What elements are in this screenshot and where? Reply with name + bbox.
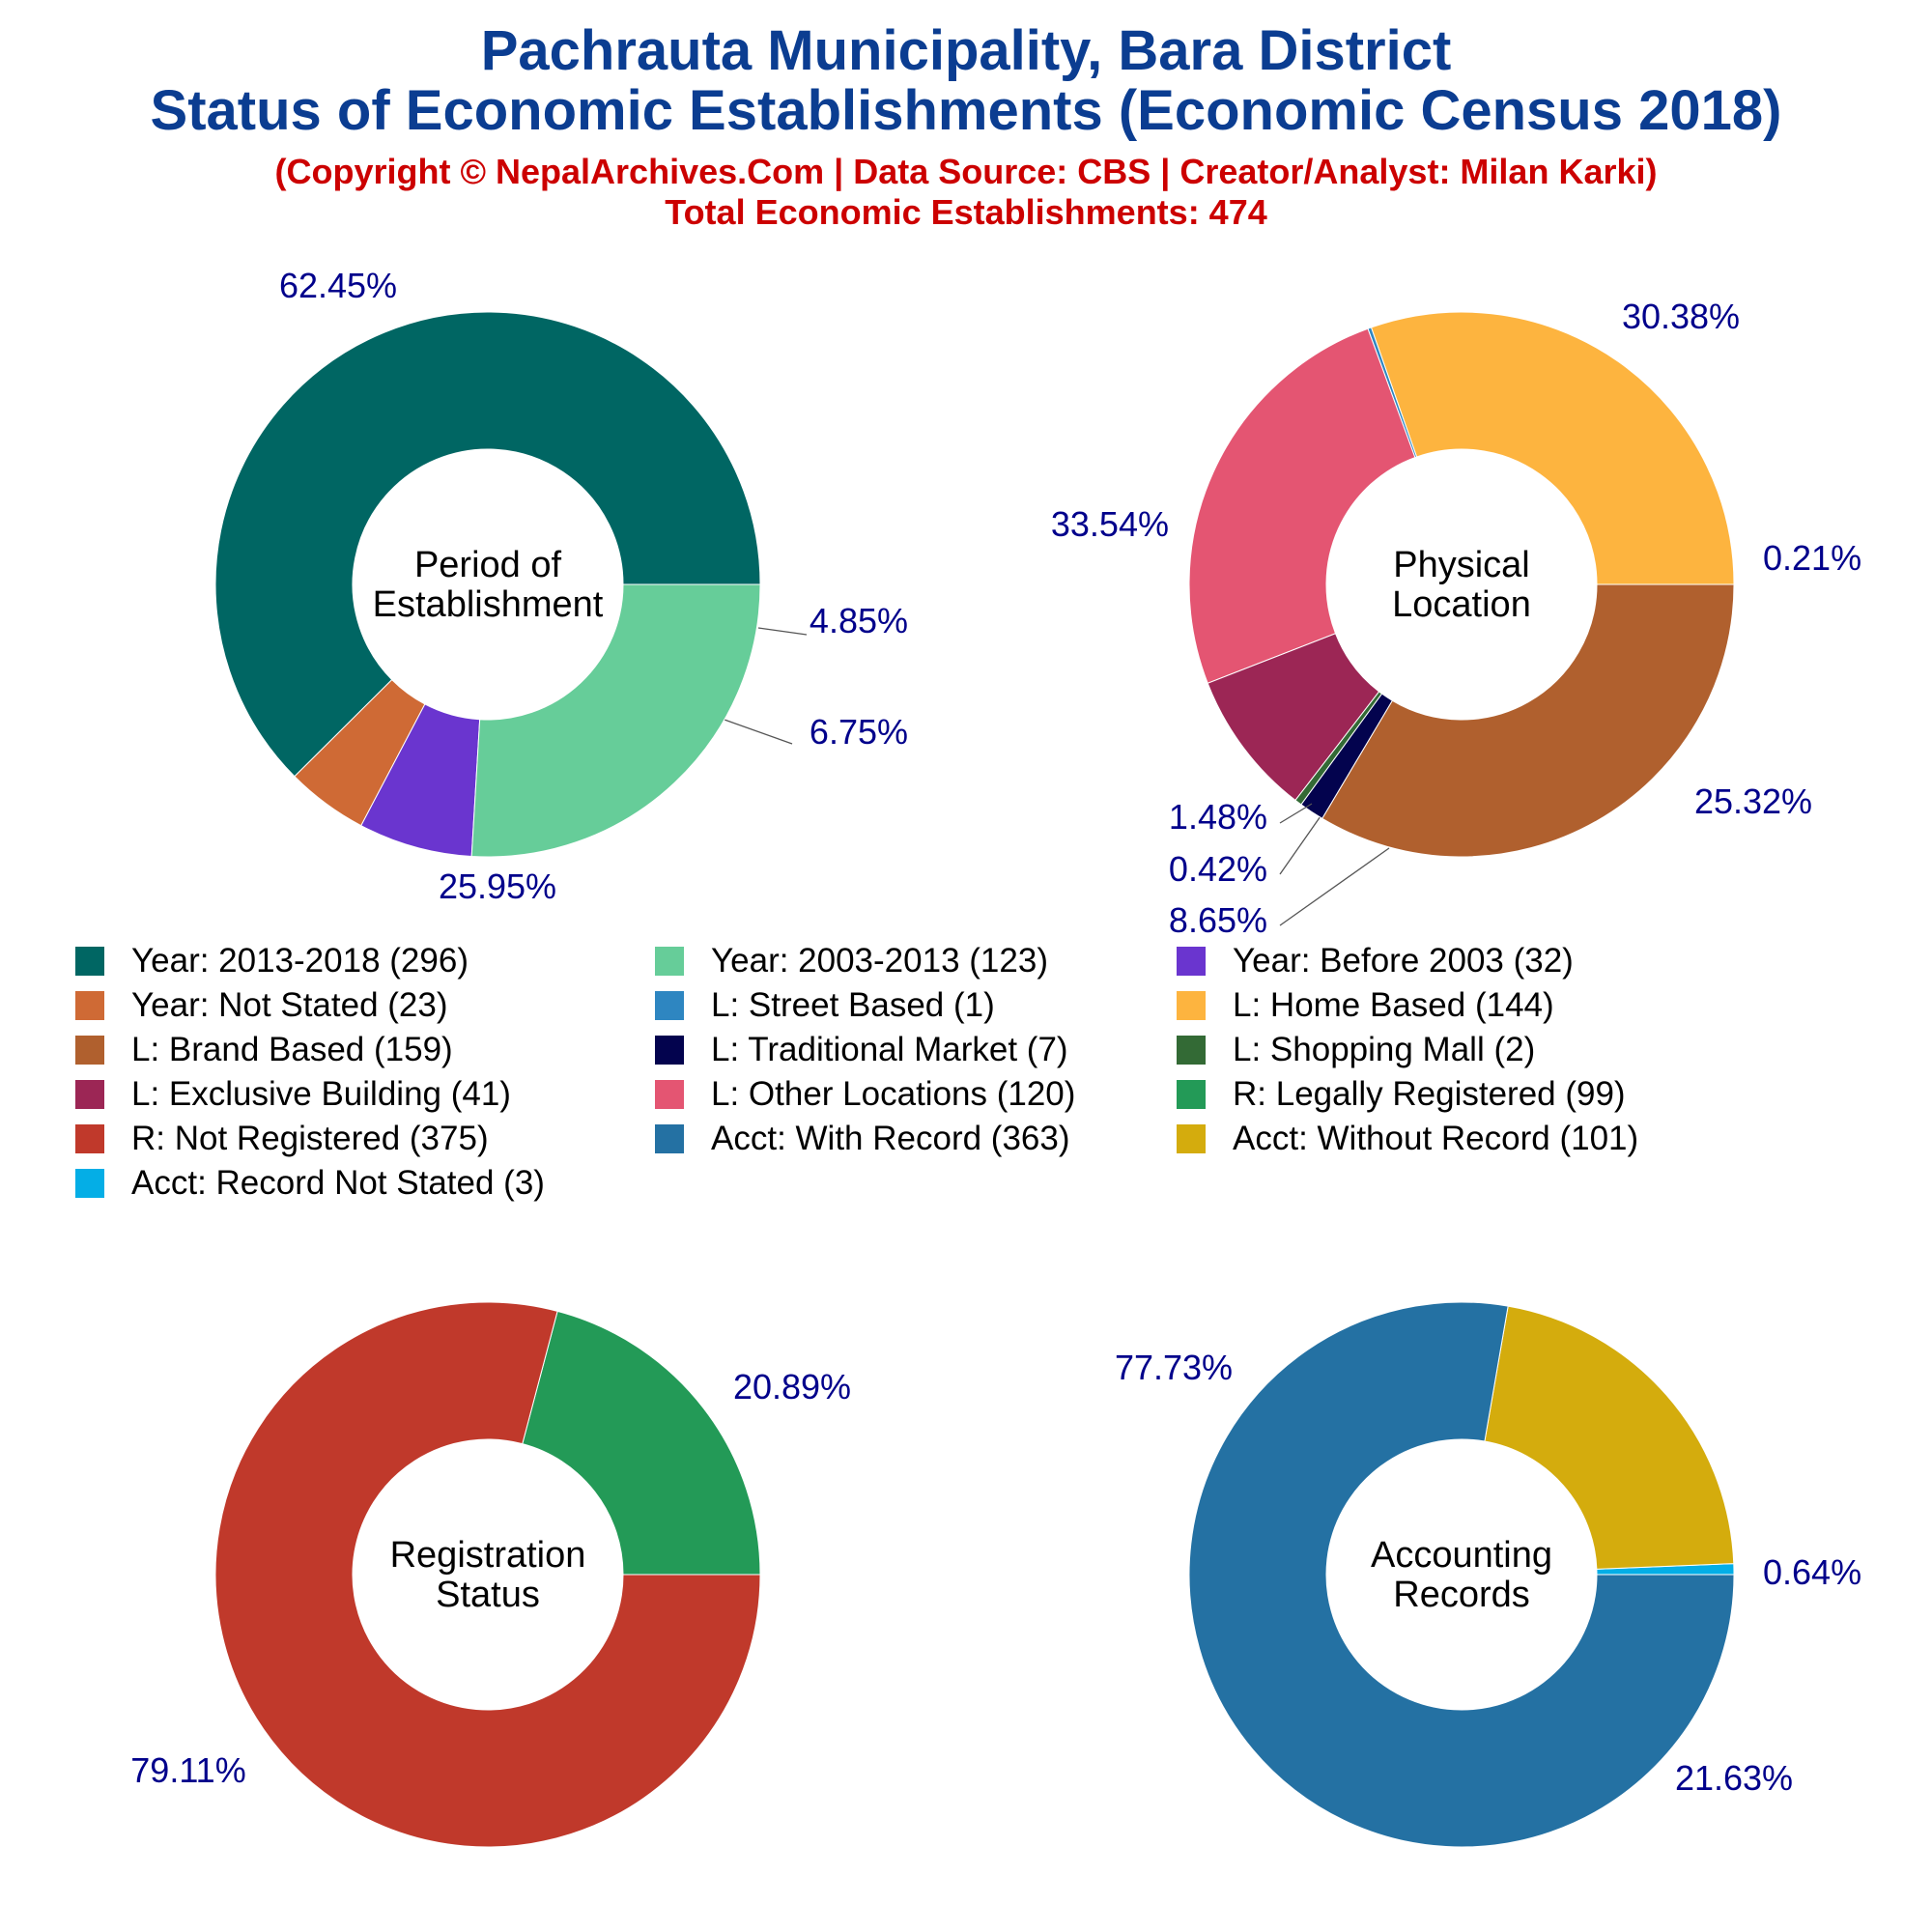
chart-subtitle-line2: Total Economic Establishments: 474 — [665, 192, 1267, 232]
legend-swatch — [655, 1124, 684, 1153]
legend-swatch — [75, 1080, 104, 1109]
center-label-line1: Registration — [390, 1535, 586, 1576]
legend-item: R: Not Registered (375) — [75, 1120, 489, 1158]
leader-l-exclusive-building — [1279, 847, 1390, 926]
donut-period-of-establishment: 62.45% 4.85% 6.75% 25.95% Period ofEstablish… — [214, 266, 908, 906]
slice-acct-with-record — [1188, 1301, 1735, 1848]
leader-l-shopping-mall — [1279, 815, 1321, 875]
percent-label-year-2003-2013: 25.95% — [439, 867, 556, 906]
slice-r-legally-registered — [522, 1310, 761, 1576]
donut-physical-location: 30.38% 0.21% 25.32% 8.65% 0.42% 1.48% 33.54% Ph… — [1051, 297, 1861, 940]
legend-swatch — [75, 947, 104, 976]
leader-year-not-stated — [757, 627, 808, 636]
legend-label: L: Street Based (1) — [711, 986, 995, 1024]
percent-label-l-other-locations: 25.32% — [1694, 781, 1812, 821]
percent-label-l-exclusive-building: 8.65% — [1169, 900, 1267, 940]
legend-item: Year: Not Stated (23) — [75, 986, 448, 1025]
legend-label: L: Brand Based (159) — [131, 1031, 453, 1068]
legend-swatch — [1177, 1080, 1206, 1109]
legend-label: R: Legally Registered (99) — [1233, 1075, 1626, 1113]
center-label-line2: Location — [1392, 584, 1531, 625]
legend-label: Year: 2013-2018 (296) — [131, 942, 469, 980]
percent-label-l-traditional-market: 1.48% — [1169, 797, 1267, 837]
slice-acct-without-record — [1484, 1305, 1735, 1570]
legend-label: Acct: Record Not Stated (3) — [131, 1164, 545, 1202]
legend-item: L: Street Based (1) — [655, 986, 995, 1025]
slice-year-2003-2013 — [470, 583, 761, 858]
legend-swatch — [655, 991, 684, 1020]
leader-year-before-2003 — [724, 719, 793, 745]
center-label-line1: Period of — [414, 545, 562, 585]
percent-label-l-shopping-mall: 0.42% — [1169, 849, 1267, 889]
legend-swatch — [75, 1124, 104, 1153]
legend-swatch — [1177, 1036, 1206, 1065]
center-label-line2: Establishment — [373, 584, 604, 625]
legend-label: Acct: With Record (363) — [711, 1120, 1070, 1157]
legend-item: Year: Before 2003 (32) — [1177, 942, 1574, 980]
legend-item: L: Other Locations (120) — [655, 1075, 1075, 1114]
legend-label: L: Exclusive Building (41) — [131, 1075, 511, 1113]
legend-swatch — [655, 1080, 684, 1109]
percent-label-r-legally-registered: 20.89% — [733, 1367, 851, 1406]
legend-item: L: Exclusive Building (41) — [75, 1075, 511, 1114]
chart-title-line1: Pachrauta Municipality, Bara District — [480, 19, 1452, 82]
slice-l-other-locations — [1188, 327, 1416, 684]
chart-title-line2: Status of Economic Establishments (Econo… — [150, 79, 1782, 142]
legend-swatch — [75, 991, 104, 1020]
legend-item: L: Home Based (144) — [1177, 986, 1554, 1025]
legend-item: R: Legally Registered (99) — [1177, 1075, 1626, 1114]
legend-item: Year: 2013-2018 (296) — [75, 942, 469, 980]
legend-label: L: Traditional Market (7) — [711, 1031, 1068, 1068]
center-label-line2: Records — [1393, 1575, 1530, 1615]
legend-label: Acct: Without Record (101) — [1233, 1120, 1639, 1157]
legend-swatch — [75, 1036, 104, 1065]
legend-item: L: Brand Based (159) — [75, 1031, 453, 1069]
center-label-line1: Physical — [1393, 545, 1530, 585]
chart-subtitle-line1: (Copyright © NepalArchives.Com | Data So… — [274, 152, 1658, 191]
legend-label: L: Home Based (144) — [1233, 986, 1554, 1024]
percent-label-l-brand-based: 33.54% — [1051, 504, 1169, 544]
slice-l-home-based — [1370, 311, 1735, 585]
slice-l-brand-based — [1321, 583, 1735, 858]
legend-item: Acct: With Record (363) — [655, 1120, 1070, 1158]
legend-item: L: Traditional Market (7) — [655, 1031, 1068, 1069]
legend-swatch — [1177, 947, 1206, 976]
center-label-line2: Status — [436, 1575, 540, 1615]
legend-swatch — [1177, 1124, 1206, 1153]
percent-label-year-before-2003: 6.75% — [810, 712, 908, 752]
percent-label-acct-record-not-stated: 0.64% — [1763, 1552, 1861, 1592]
legend-label: Year: Not Stated (23) — [131, 986, 448, 1024]
legend-label: Year: Before 2003 (32) — [1233, 942, 1574, 980]
percent-label-acct-without-record: 21.63% — [1675, 1758, 1793, 1798]
legend-swatch — [1177, 991, 1206, 1020]
percent-label-l-street-based: 0.21% — [1763, 538, 1861, 578]
percent-label-r-not-registered: 79.11% — [130, 1750, 245, 1790]
percent-label-l-home-based: 30.38% — [1622, 297, 1740, 336]
slice-r-not-registered — [214, 1301, 761, 1848]
legend-label: Year: 2003-2013 (123) — [711, 942, 1048, 980]
center-label-line1: Accounting — [1371, 1535, 1552, 1576]
slice-year-2013-2018 — [214, 311, 761, 778]
legend-swatch — [655, 947, 684, 976]
legend-item: Acct: Without Record (101) — [1177, 1120, 1638, 1158]
legend-item: Year: 2003-2013 (123) — [655, 942, 1048, 980]
legend-item: Acct: Record Not Stated (3) — [75, 1164, 545, 1203]
legend-label: L: Shopping Mall (2) — [1233, 1031, 1536, 1068]
percent-label-year-2013-2018: 62.45% — [279, 266, 397, 305]
legend-swatch — [655, 1036, 684, 1065]
legend-swatch — [75, 1169, 104, 1198]
legend-label: R: Not Registered (375) — [131, 1120, 489, 1157]
legend-label: L: Other Locations (120) — [711, 1075, 1076, 1113]
percent-label-year-not-stated: 4.85% — [810, 601, 908, 640]
percent-label-acct-with-record: 77.73% — [1115, 1348, 1233, 1387]
legend-item: L: Shopping Mall (2) — [1177, 1031, 1535, 1069]
leader-l-traditional-market — [1279, 803, 1313, 824]
